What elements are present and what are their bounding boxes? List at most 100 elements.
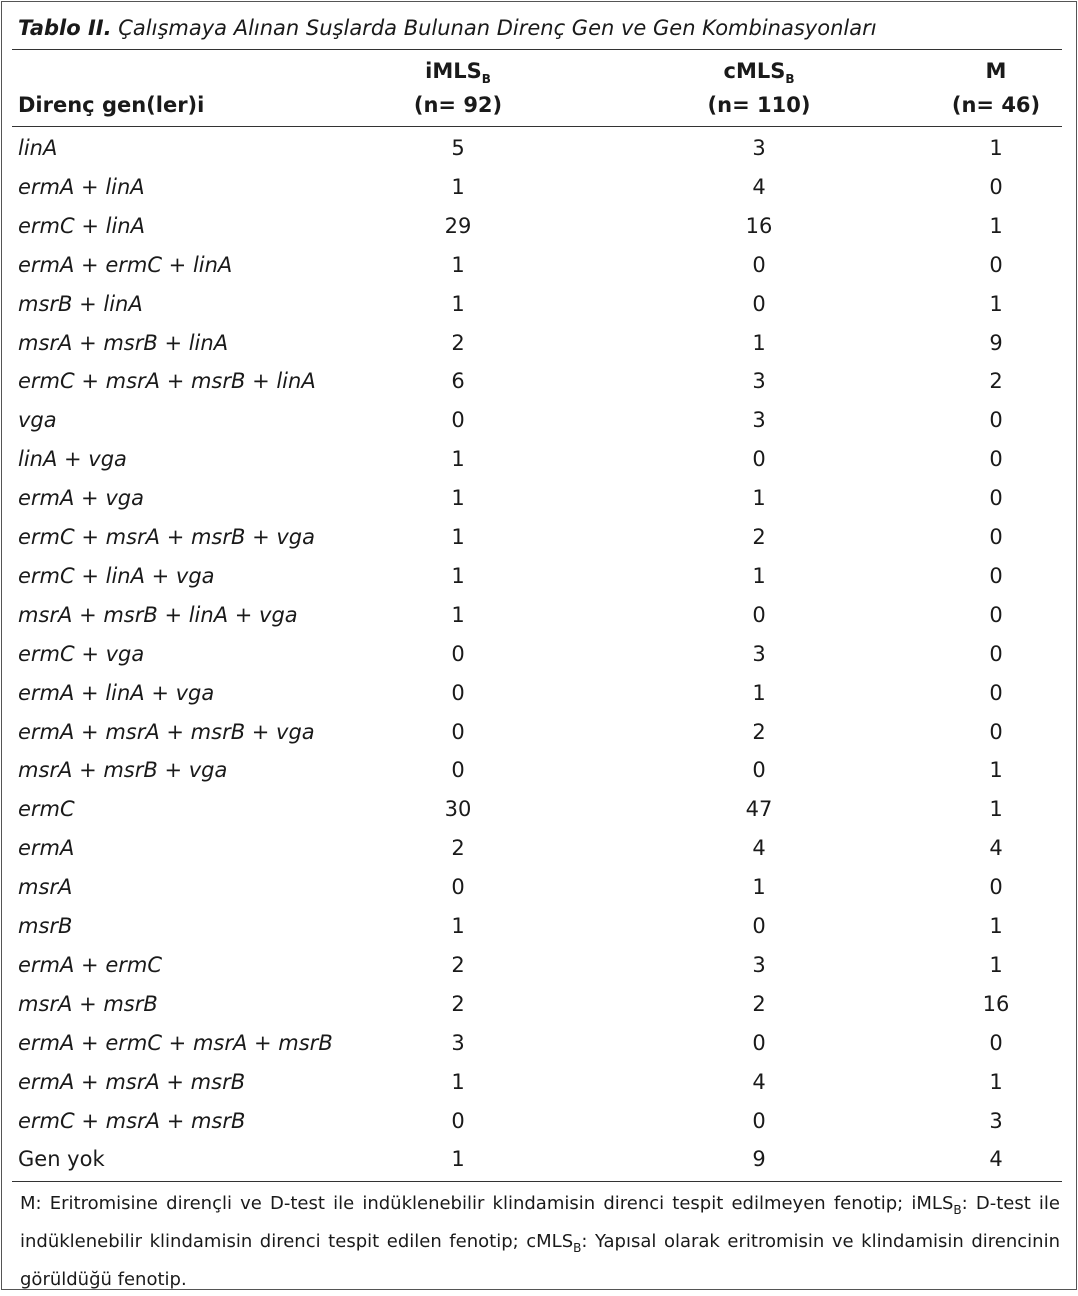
cell-value: 1 — [451, 602, 465, 627]
cell-value: 47 — [745, 797, 773, 822]
cell-value: 2 — [989, 369, 1003, 394]
row-label: ermC + linA + vga — [18, 563, 215, 588]
title-text: Çalışmaya Alınan Suşlarda Bulunan Direnç… — [118, 16, 877, 40]
cell-value: 1 — [451, 486, 465, 511]
cell-value: 5 — [451, 136, 465, 160]
column-subscript: B — [785, 72, 795, 86]
cell-value: 0 — [752, 252, 766, 277]
rule — [12, 126, 1062, 127]
row-label: ermA + vga — [18, 486, 144, 511]
cell-value: 3 — [989, 1108, 1003, 1133]
footnote-text: : D-test ile indüklenebilir klindamisin … — [20, 1193, 1060, 1252]
row-label: ermC — [18, 797, 75, 822]
cell-value: 1 — [752, 680, 766, 705]
row-label: ermA + linA — [18, 174, 145, 199]
cell-value: 0 — [752, 914, 766, 938]
row-label: Gen yok — [18, 1147, 105, 1172]
cell-value: 0 — [451, 719, 465, 744]
cell-value: 1 — [752, 486, 766, 511]
cell-value: 3 — [752, 952, 766, 977]
cell-value: 1 — [752, 330, 766, 355]
row-label: ermC + vga — [18, 641, 145, 666]
column-n: (n= 110) — [707, 93, 811, 117]
cell-value: 3 — [752, 408, 766, 433]
table-title: Tablo II. Çalışmaya Alınan Suşlarda Bulu… — [18, 16, 877, 40]
cell-value: 1 — [451, 563, 465, 588]
cell-value: 1 — [989, 797, 1003, 822]
row-label: ermA + msrA + msrB — [18, 1069, 246, 1094]
cell-value: 0 — [989, 174, 1003, 199]
column-name: iMLS — [425, 59, 482, 83]
row-label: linA — [18, 136, 58, 160]
cell-value: 0 — [989, 719, 1003, 744]
cell-value: 2 — [451, 952, 465, 977]
title-label: Tablo II. — [18, 16, 112, 40]
column-header: iMLSB — [425, 58, 491, 92]
row-label: msrB — [18, 914, 73, 938]
row-label: ermC + msrA + msrB + linA — [18, 369, 316, 394]
cell-value: 3 — [752, 136, 766, 160]
cell-value: 9 — [989, 330, 1003, 355]
cell-value: 0 — [989, 408, 1003, 433]
column-n: (n= 92) — [413, 93, 503, 117]
cell-value: 0 — [989, 680, 1003, 705]
cell-value: 29 — [444, 213, 472, 238]
row-label: vga — [18, 408, 57, 433]
row-label: ermA + ermC + linA — [18, 252, 233, 277]
rule — [12, 1181, 1062, 1182]
cell-value: 0 — [451, 1108, 465, 1133]
row-label: ermC + msrA + msrB — [18, 1108, 246, 1133]
cell-value: 9 — [752, 1147, 766, 1172]
cell-value: 4 — [752, 836, 766, 861]
cell-value: 0 — [989, 525, 1003, 549]
cell-value: 1 — [989, 136, 1003, 160]
rule — [12, 49, 1062, 50]
cell-value: 2 — [752, 991, 766, 1016]
cell-value: 0 — [451, 641, 465, 666]
cell-value: 0 — [989, 602, 1003, 627]
cell-value: 1 — [451, 252, 465, 277]
row-label: msrB + linA — [18, 291, 143, 316]
cell-value: 2 — [451, 991, 465, 1016]
row-label: ermA + linA + vga — [18, 680, 215, 705]
footnote-subscript: B — [953, 1203, 962, 1217]
cell-value: 0 — [752, 1030, 766, 1055]
cell-value: 0 — [752, 758, 766, 783]
cell-value: 1 — [989, 758, 1003, 783]
cell-value: 2 — [451, 330, 465, 355]
row-label: msrA — [18, 875, 73, 900]
footnote: M: Eritromisine dirençli ve D-test ile i… — [20, 1188, 1060, 1296]
column-header: cMLSB — [723, 58, 794, 92]
cell-value: 1 — [451, 447, 465, 472]
cell-value: 0 — [451, 680, 465, 705]
header-label: Direnç gen(ler)i — [18, 93, 205, 117]
cell-value: 4 — [989, 836, 1003, 861]
cell-value: 0 — [752, 447, 766, 472]
row-label: ermC + msrA + msrB + vga — [18, 525, 315, 549]
footnote-subscript: B — [573, 1241, 582, 1255]
cell-value: 3 — [451, 1030, 465, 1055]
cell-value: 2 — [752, 525, 766, 549]
cell-value: 4 — [989, 1147, 1003, 1172]
row-label: ermC + linA — [18, 213, 145, 238]
cell-value: 0 — [989, 1030, 1003, 1055]
footnote-text: : Yapısal olarak eritromisin ve klindami… — [20, 1231, 1060, 1290]
cell-value: 1 — [752, 563, 766, 588]
cell-value: 0 — [752, 602, 766, 627]
cell-value: 0 — [989, 875, 1003, 900]
row-label: linA + vga — [18, 447, 127, 472]
footnote-text: M: Eritromisine dirençli ve D-test ile i… — [20, 1193, 954, 1214]
column-name: M — [985, 59, 1007, 83]
row-label: msrA + msrB + linA — [18, 330, 229, 355]
cell-value: 2 — [451, 836, 465, 861]
cell-value: 1 — [451, 291, 465, 316]
cell-value: 0 — [989, 641, 1003, 666]
row-label: msrA + msrB — [18, 991, 158, 1016]
cell-value: 3 — [752, 369, 766, 394]
cell-value: 0 — [989, 486, 1003, 511]
cell-value: 1 — [451, 1069, 465, 1094]
cell-value: 0 — [989, 447, 1003, 472]
cell-value: 0 — [989, 563, 1003, 588]
